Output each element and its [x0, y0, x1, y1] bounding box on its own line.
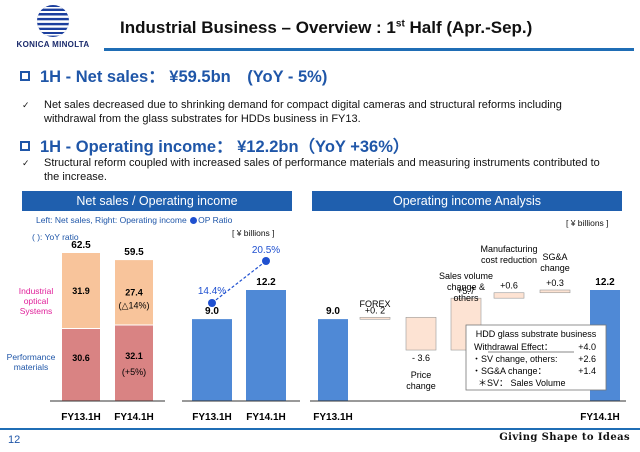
bar-performance-materials [62, 328, 100, 401]
step-category-label: change & [447, 282, 485, 292]
step-category-label: cost reduction [481, 255, 537, 265]
page-number: 12 [8, 434, 21, 446]
note-box [465, 324, 607, 391]
data-label: 27.4 [125, 288, 143, 298]
data-label: 12.2 [595, 277, 615, 288]
segment-label-performance: Performance materials [6, 352, 56, 372]
yoy-label: (+5%) [122, 367, 146, 377]
globe-logo-icon [37, 5, 69, 37]
net-sales-panel-header: Net sales / Operating income [22, 191, 292, 211]
yoy-legend: ( ): YoY ratio [32, 232, 79, 242]
check-bullet-icon: ✓ [22, 100, 30, 110]
data-label: 9.0 [326, 306, 340, 317]
waterfall-step-bar [539, 289, 571, 294]
note-row-label: ・SV change, others: [472, 354, 558, 364]
step-category-label: change [406, 381, 436, 391]
operating-income-heading: 1H - Operating income： ¥12.2bn（YoY +36%） [20, 133, 409, 157]
waterfall-step-bar [359, 316, 391, 320]
square-bullet-icon [20, 71, 30, 81]
data-label: 30.6 [72, 353, 90, 363]
op-ratio-point [262, 257, 270, 265]
segment-label-industrial: Industrial optical Systems [18, 286, 54, 316]
yoy-label: (△14%) [119, 301, 150, 311]
category-label: FY14.1H [114, 412, 153, 423]
op-ratio-label: 14.4% [198, 286, 226, 297]
step-category-label: Price [411, 370, 432, 380]
tagline: Giving Shape to Ideas [499, 432, 630, 443]
data-label: +0.3 [546, 278, 564, 288]
operating-income-text: ✓ Structural reform coupled with increase… [22, 157, 600, 183]
op-ratio-point [208, 299, 216, 307]
bar-operating-income [246, 290, 286, 401]
data-label: +0. 2 [365, 305, 385, 315]
bar-industrial-optical [115, 260, 153, 325]
step-category-label: Sales volume [439, 271, 493, 281]
square-bullet-icon [20, 141, 30, 151]
bar-performance-materials [115, 324, 153, 401]
note-row-label: ・SG&A change： [472, 366, 547, 376]
step-category-label: SG&A [542, 252, 567, 262]
waterfall-step-bar [405, 316, 437, 351]
note-row-label: Withdrawal Effect： [474, 342, 553, 352]
chart-legend: Left: Net sales, Right: Operating income… [36, 215, 233, 225]
category-label: FY13.1H [192, 412, 231, 423]
data-label: 32.1 [125, 351, 143, 361]
data-label: +5.7 [457, 286, 475, 296]
note-row-value: +1.4 [578, 366, 596, 376]
step-category-label: Manufacturing [480, 244, 537, 254]
page-title: Industrial Business – Overview : 1st Hal… [120, 18, 533, 37]
net-sales-text: ✓ Net sales decreased due to shrinking de… [22, 99, 562, 125]
data-label: 9.0 [205, 306, 219, 317]
step-category-label: others [453, 293, 479, 303]
op-ratio-dot-icon [190, 216, 198, 224]
konica-minolta-logo: KONICA MINOLTA [8, 4, 96, 52]
category-label: FY13.1H [61, 412, 100, 423]
logo-wordmark: KONICA MINOLTA [16, 40, 90, 49]
title-rule [104, 48, 634, 51]
analysis-panel-header: Operating income Analysis [312, 191, 622, 211]
category-label: FY13.1H [313, 412, 352, 423]
note-footnote: ＊SV： Sales Volume [478, 378, 566, 388]
op-ratio-label: 20.5% [252, 245, 280, 256]
total-label: 59.5 [124, 247, 144, 258]
oi-unit-label: [ ¥ billions ] [232, 228, 275, 238]
data-label: 31.9 [72, 286, 90, 296]
bar-industrial-optical [62, 253, 100, 329]
note-title: HDD glass substrate business [476, 329, 597, 339]
net-sales-heading: 1H - Net sales： ¥59.5bn (YoY - 5%) [20, 63, 327, 87]
category-label: FY14.1H [580, 412, 619, 423]
data-label: +0.6 [500, 281, 518, 291]
note-row-value: +4.0 [578, 342, 596, 352]
footer-rule [0, 428, 640, 430]
step-category-label: FOREX [359, 299, 390, 309]
waterfall-step-bar [493, 292, 525, 299]
bar-operating-income [192, 319, 232, 401]
waterfall-total-bar [318, 319, 348, 401]
step-category-label: change [540, 263, 570, 273]
data-label: - 3.6 [412, 353, 430, 363]
analysis-unit-label: [ ¥ billions ] [566, 218, 609, 228]
note-row-value: +2.6 [578, 354, 596, 364]
total-label: 62.5 [71, 240, 91, 251]
data-label: 12.2 [256, 277, 276, 288]
check-bullet-icon: ✓ [22, 158, 30, 168]
category-label: FY14.1H [246, 412, 285, 423]
op-ratio-line [211, 260, 267, 304]
